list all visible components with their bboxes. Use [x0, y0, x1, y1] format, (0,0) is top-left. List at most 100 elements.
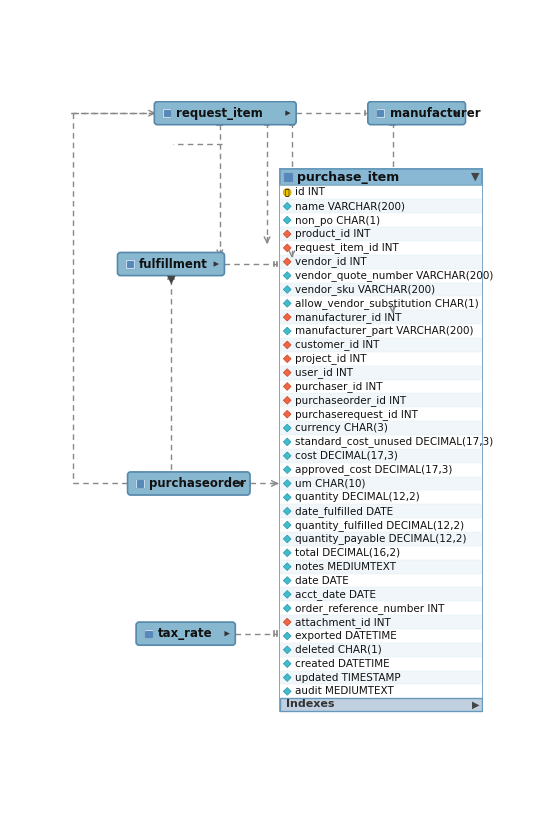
Text: attachment_id INT: attachment_id INT [295, 617, 391, 627]
Bar [280, 476, 482, 491]
Polygon shape [284, 591, 291, 598]
Bar [280, 269, 482, 282]
Text: non_po CHAR(1): non_po CHAR(1) [295, 215, 380, 226]
Text: Indexes: Indexes [286, 700, 335, 710]
Bar [280, 380, 482, 393]
Text: vendor_id INT: vendor_id INT [295, 256, 367, 267]
Text: ▶: ▶ [472, 700, 480, 710]
Polygon shape [284, 286, 291, 293]
Bar [280, 241, 482, 255]
Polygon shape [284, 480, 291, 487]
Text: approved_cost DECIMAL(17,3): approved_cost DECIMAL(17,3) [295, 465, 452, 475]
Text: purchaser_id INT: purchaser_id INT [295, 381, 382, 392]
Bar [280, 463, 482, 476]
Bar [280, 435, 482, 449]
Polygon shape [284, 674, 291, 681]
Polygon shape [284, 660, 291, 668]
FancyBboxPatch shape [368, 102, 466, 124]
Polygon shape [284, 618, 291, 626]
Text: acct_date DATE: acct_date DATE [295, 589, 376, 600]
Bar [280, 255, 482, 269]
Bar [137, 480, 143, 486]
Bar [375, 108, 385, 118]
Bar [280, 421, 482, 435]
Polygon shape [284, 549, 291, 557]
Bar [280, 629, 482, 643]
Text: product_id INT: product_id INT [295, 228, 371, 239]
Polygon shape [284, 507, 291, 515]
Text: manufacturer: manufacturer [389, 107, 480, 119]
Bar [127, 261, 133, 267]
Bar [280, 574, 482, 587]
Bar [282, 171, 293, 182]
Bar [280, 587, 482, 601]
Polygon shape [284, 576, 291, 585]
Polygon shape [284, 687, 291, 696]
Text: 🔑: 🔑 [285, 188, 289, 197]
Circle shape [284, 188, 291, 197]
Bar [280, 282, 482, 297]
Bar [280, 504, 482, 518]
Bar [280, 615, 482, 629]
Bar [280, 297, 482, 310]
Text: deleted CHAR(1): deleted CHAR(1) [295, 645, 382, 655]
Text: um CHAR(10): um CHAR(10) [295, 479, 366, 489]
Text: purchase_item: purchase_item [297, 171, 400, 183]
Bar [280, 310, 482, 324]
Bar [280, 559, 482, 574]
Text: date DATE: date DATE [295, 575, 349, 585]
Bar [280, 169, 482, 711]
Text: tax_rate: tax_rate [158, 627, 213, 640]
Text: customer_id INT: customer_id INT [295, 339, 379, 350]
Text: quantity_payable DECIMAL(12,2): quantity_payable DECIMAL(12,2) [295, 533, 467, 544]
Polygon shape [284, 521, 291, 529]
Text: vendor_quote_number VARCHAR(200): vendor_quote_number VARCHAR(200) [295, 270, 494, 281]
Bar [280, 338, 482, 352]
Bar [280, 169, 482, 186]
Text: quantity DECIMAL(12,2): quantity DECIMAL(12,2) [295, 492, 420, 502]
Polygon shape [284, 327, 291, 335]
Text: ▼: ▼ [471, 172, 480, 182]
Bar [280, 491, 482, 504]
Bar [125, 260, 135, 269]
Polygon shape [284, 313, 291, 321]
Bar [280, 365, 482, 380]
Bar [280, 698, 482, 711]
Text: quantity_fulfilled DECIMAL(12,2): quantity_fulfilled DECIMAL(12,2) [295, 520, 464, 531]
Polygon shape [284, 465, 291, 474]
Polygon shape [284, 369, 291, 376]
FancyBboxPatch shape [154, 102, 296, 124]
Bar [284, 173, 292, 181]
Polygon shape [284, 382, 291, 391]
Polygon shape [284, 605, 291, 612]
Bar [280, 532, 482, 546]
Text: currency CHAR(3): currency CHAR(3) [295, 423, 388, 433]
Text: date_fulfilled DATE: date_fulfilled DATE [295, 506, 393, 517]
Bar [280, 352, 482, 365]
Bar [280, 518, 482, 532]
Text: manufacturer_part VARCHAR(200): manufacturer_part VARCHAR(200) [295, 326, 474, 337]
Bar [135, 479, 144, 488]
Polygon shape [284, 271, 291, 280]
Text: id INT: id INT [295, 187, 325, 197]
Text: order_reference_number INT: order_reference_number INT [295, 603, 444, 614]
Polygon shape [224, 631, 230, 637]
Text: request_item: request_item [176, 107, 263, 119]
Bar [280, 407, 482, 421]
Bar [280, 213, 482, 227]
Polygon shape [284, 396, 291, 404]
Text: fulfillment: fulfillment [139, 258, 208, 270]
Text: total DECIMAL(16,2): total DECIMAL(16,2) [295, 548, 400, 558]
Polygon shape [239, 480, 244, 486]
Text: allow_vendor_substitution CHAR(1): allow_vendor_substitution CHAR(1) [295, 298, 478, 309]
Text: standard_cost_unused DECIMAL(17,3): standard_cost_unused DECIMAL(17,3) [295, 437, 493, 448]
Text: vendor_sku VARCHAR(200): vendor_sku VARCHAR(200) [295, 284, 435, 295]
Bar [280, 601, 482, 615]
Bar [280, 393, 482, 407]
Bar [280, 670, 482, 685]
Bar [280, 685, 482, 698]
Polygon shape [284, 493, 291, 501]
Polygon shape [284, 632, 291, 640]
FancyBboxPatch shape [128, 472, 250, 495]
Text: purchaserequest_id INT: purchaserequest_id INT [295, 409, 418, 420]
